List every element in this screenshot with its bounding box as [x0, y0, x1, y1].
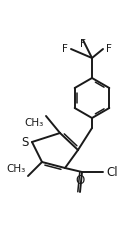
Text: O: O	[75, 174, 85, 187]
Text: CH₃: CH₃	[25, 118, 44, 128]
Text: F: F	[62, 44, 68, 54]
Text: Cl: Cl	[106, 165, 118, 178]
Text: F: F	[106, 44, 112, 54]
Text: CH₃: CH₃	[7, 164, 26, 174]
Text: S: S	[21, 137, 29, 150]
Text: F: F	[80, 39, 86, 49]
